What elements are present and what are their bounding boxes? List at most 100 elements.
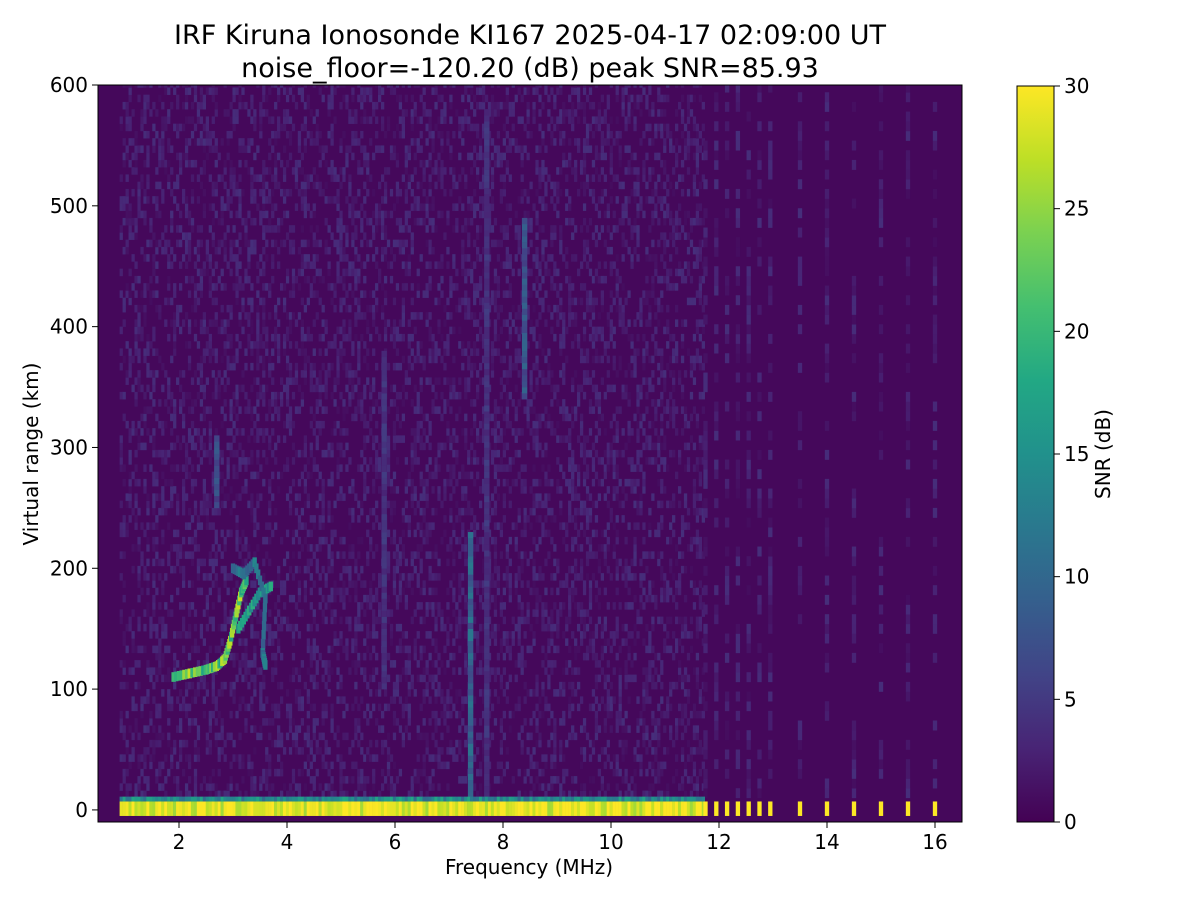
noise-cell [297, 246, 302, 255]
noise-cell [416, 312, 420, 320]
noise-cell [134, 326, 138, 335]
noise-cell [377, 602, 382, 610]
noise-cell [279, 768, 284, 777]
noise-cell [179, 283, 183, 291]
noise-cell [481, 355, 486, 364]
noise-cell [235, 493, 239, 501]
noise-cell [288, 703, 293, 712]
noise-cell [461, 486, 465, 494]
noise-cell [294, 732, 299, 741]
noise-cell [413, 776, 417, 784]
noise-cell [309, 362, 313, 371]
noise-cell [369, 544, 373, 552]
noise-cell [461, 471, 465, 480]
noise-cell [461, 776, 465, 784]
noise-cell [143, 776, 147, 784]
noise-cell [324, 616, 328, 625]
noise-cell [173, 326, 177, 335]
noise-cell [496, 696, 501, 704]
noise-cell [306, 355, 310, 364]
noise-cell [508, 464, 512, 472]
noise-cell [235, 116, 239, 124]
noise-cell [232, 471, 236, 480]
noise-cell [330, 718, 334, 726]
noise-cell [274, 660, 278, 668]
noise-cell [196, 377, 201, 385]
noise-cell [458, 515, 462, 523]
noise-cell [297, 768, 302, 777]
noise-cell [499, 718, 504, 726]
noise-cell [128, 515, 132, 523]
noise-cell [428, 109, 432, 117]
noise-cell [321, 384, 325, 393]
noise-cell [187, 428, 192, 436]
noise-cell [324, 217, 328, 226]
noise-cell [369, 391, 373, 400]
noise-cell [232, 188, 236, 197]
noise-cell [146, 660, 150, 668]
noise-cell [167, 478, 171, 487]
noise-cell [247, 210, 251, 219]
noise-cell [443, 399, 447, 407]
noise-cell [173, 442, 177, 451]
noise-cell [425, 739, 429, 748]
noise-cell [324, 573, 328, 581]
noise-cell [461, 754, 465, 762]
noise-cell [375, 435, 379, 443]
noise-cell [297, 747, 302, 755]
noise-cell [440, 94, 444, 103]
noise-cell [443, 167, 447, 175]
noise-cell [470, 362, 474, 371]
noise-cell [128, 203, 132, 211]
noise-cell [247, 145, 251, 153]
noise-cell [134, 718, 138, 726]
noise-cell [312, 116, 316, 124]
noise-cell [229, 246, 233, 255]
noise-cell [493, 399, 498, 407]
noise-cell [164, 602, 168, 610]
noise-cell [464, 471, 468, 480]
noise-cell [360, 652, 364, 661]
noise-cell [143, 319, 147, 327]
noise-cell [211, 319, 215, 327]
noise-cell [514, 703, 518, 712]
noise-cell [265, 341, 269, 349]
noise-cell [119, 449, 123, 458]
noise-cell [167, 297, 171, 306]
noise-cell [478, 667, 483, 675]
noise-cell [339, 391, 343, 400]
noise-cell [285, 623, 290, 632]
noise-cell [407, 573, 411, 581]
noise-cell [226, 188, 230, 197]
noise-cell [416, 776, 420, 784]
noise-cell [285, 457, 290, 465]
noise-cell [377, 181, 382, 190]
noise-cell [502, 652, 506, 661]
noise-cell [476, 152, 480, 161]
noise-cell [205, 493, 209, 501]
noise-cell [193, 399, 198, 407]
noise-cell [262, 167, 266, 175]
noise-cell [523, 529, 527, 538]
noise-cell [342, 225, 346, 233]
noise-cell [158, 399, 162, 407]
noise-cell [440, 747, 444, 755]
noise-cell [339, 449, 343, 458]
noise-cell [416, 268, 420, 277]
noise-cell [446, 435, 450, 443]
noise-cell [487, 159, 492, 168]
noise-cell [476, 370, 480, 378]
noise-cell [375, 471, 379, 480]
noise-cell [348, 594, 352, 603]
noise-cell [226, 333, 230, 342]
noise-cell [336, 471, 340, 480]
noise-cell [523, 681, 527, 690]
noise-cell [342, 413, 346, 422]
noise-cell [532, 442, 536, 451]
noise-cell [241, 384, 245, 393]
noise-cell [345, 464, 349, 472]
noise-cell [179, 754, 183, 762]
noise-cell [265, 776, 269, 784]
noise-cell [134, 333, 138, 342]
noise-cell [351, 348, 355, 356]
